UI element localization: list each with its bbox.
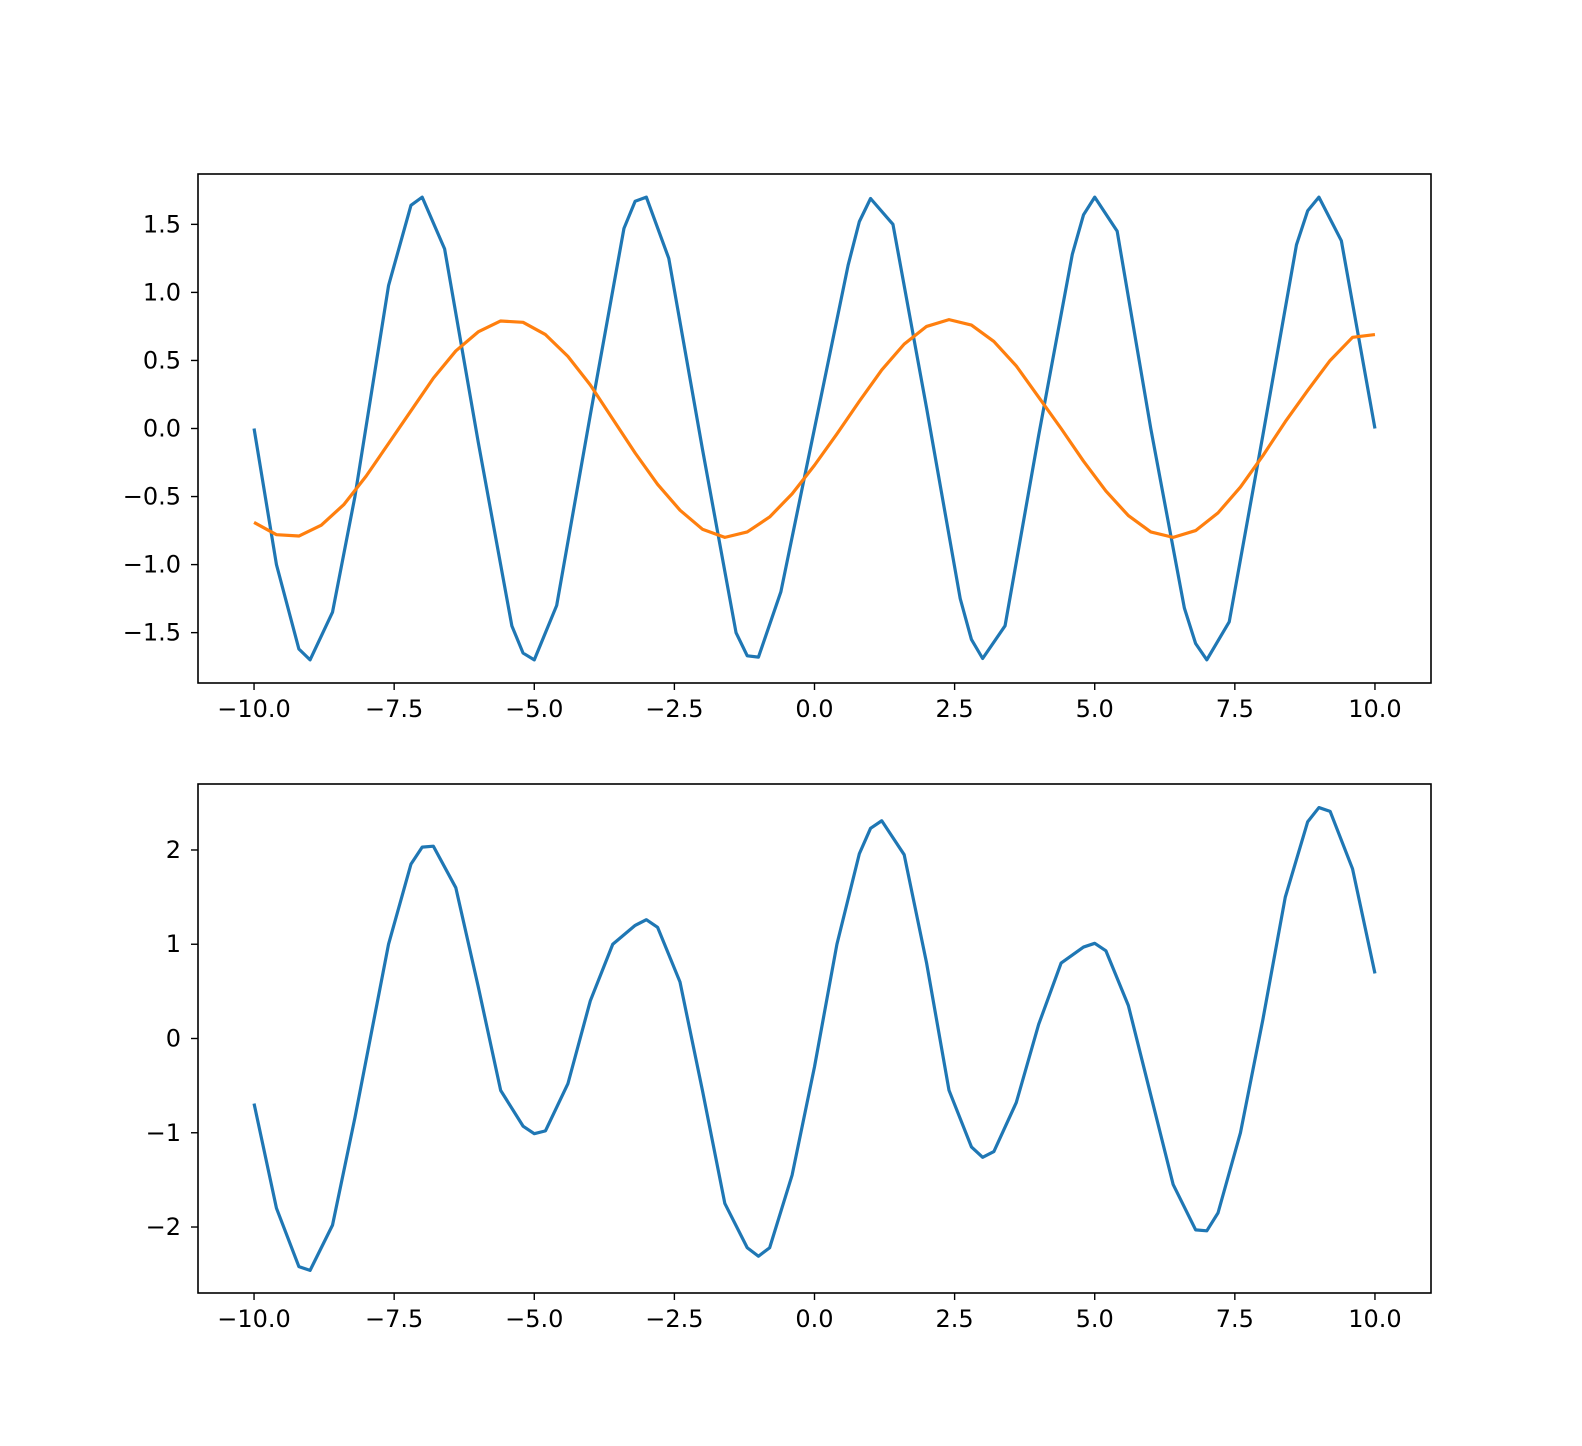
- y-tick-label: 0.0: [143, 415, 181, 443]
- series-line-2: [253, 318, 1376, 539]
- x-tick-label: 2.5: [936, 1305, 974, 1333]
- x-tick-label: 5.0: [1076, 1305, 1114, 1333]
- y-tick-label: 1.5: [143, 210, 181, 238]
- x-tick-label: −10.0: [217, 1305, 291, 1333]
- y-tick-label: 0.5: [143, 346, 181, 374]
- y-tick-label: 2: [166, 836, 181, 864]
- x-tick-label: 0.0: [795, 1305, 833, 1333]
- x-tick-label: 10.0: [1348, 1305, 1401, 1333]
- x-tick-label: 10.0: [1348, 695, 1401, 723]
- y-tick-label: −1.0: [123, 551, 181, 579]
- x-tick-label: 2.5: [936, 695, 974, 723]
- y-tick-label: 0: [166, 1025, 181, 1053]
- bottom-subplot: −10.0 −7.5 −5.0 −2.5 0.0 2.5 5.0 7.5 10.0 −2 −1 0 1 2: [146, 783, 1432, 1333]
- y-tick-label: 1.0: [143, 278, 181, 306]
- series-line-1: [252, 195, 1377, 662]
- x-tick-label: −10.0: [217, 695, 291, 723]
- x-tick-label: −7.5: [365, 1305, 423, 1333]
- x-tick-label: −7.5: [365, 695, 423, 723]
- x-tick-label: −2.5: [645, 1305, 703, 1333]
- top-subplot: −10.0 −7.5 −5.0 −2.5 0.0 2.5 5.0 7.5 10.0 −1.5 −1.…: [123, 173, 1432, 723]
- y-tick-label: −1: [146, 1119, 181, 1147]
- y-tick-label: −0.5: [123, 483, 181, 511]
- x-tick-label: 7.5: [1216, 1305, 1254, 1333]
- x-tick-label: −2.5: [645, 695, 703, 723]
- x-tick-label: 5.0: [1076, 695, 1114, 723]
- series-line-1: [252, 805, 1377, 1272]
- x-tick-label: −5.0: [505, 695, 563, 723]
- x-tick-label: 0.0: [795, 695, 833, 723]
- y-tick-label: 1: [166, 930, 181, 958]
- y-tick-label: −1.5: [123, 619, 181, 647]
- x-tick-label: 7.5: [1216, 695, 1254, 723]
- y-tick-label: −2: [146, 1213, 181, 1241]
- x-tick-label: −5.0: [505, 1305, 563, 1333]
